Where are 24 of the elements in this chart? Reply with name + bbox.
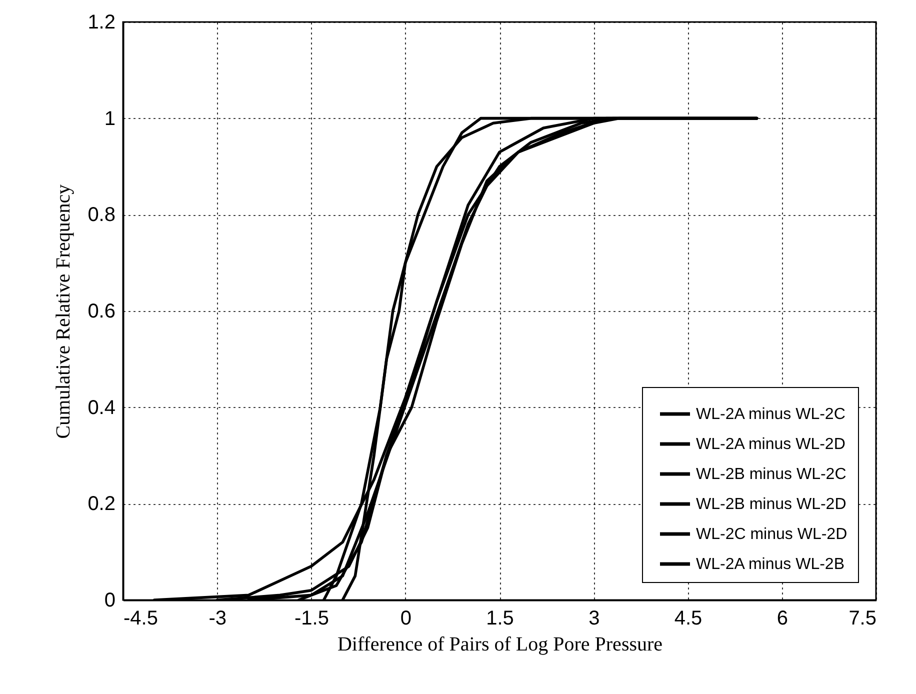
x-tick-label: 7.5 (848, 608, 876, 630)
y-tick-label: 0.8 (88, 204, 116, 226)
legend-label: WL-2B minus WL-2C (696, 466, 846, 483)
y-tick-label: 1.2 (88, 12, 116, 34)
x-tick-label: 0 (400, 608, 412, 630)
x-tick-label: -3 (208, 608, 227, 630)
y-tick-label: 0.4 (88, 396, 116, 419)
x-tick-label: 4.5 (674, 608, 702, 630)
y-axis-title: Cumulative Relative Frequency (52, 184, 75, 439)
x-axis-title: Difference of Pairs of Log Pore Pressure (337, 634, 663, 656)
x-tick-label: 3 (588, 608, 600, 630)
y-tick-label: 0.6 (88, 300, 116, 322)
x-tick-label: 1.5 (486, 608, 514, 630)
x-tick-label: -4.5 (124, 608, 158, 630)
legend-label: WL-2B minus WL-2D (696, 496, 846, 513)
x-tick-label: 6 (776, 608, 788, 630)
y-tick-label: 1 (104, 108, 116, 130)
legend-label: WL-2C minus WL-2D (696, 526, 848, 543)
legend-label: WL-2A minus WL-2B (696, 556, 844, 573)
legend-label: WL-2A minus WL-2D (696, 436, 846, 453)
x-tick-label: -1.5 (294, 608, 329, 630)
y-tick-label: 0 (104, 590, 116, 612)
y-tick-label: 0.2 (88, 493, 116, 516)
legend-label: WL-2A minus WL-2C (696, 406, 846, 423)
